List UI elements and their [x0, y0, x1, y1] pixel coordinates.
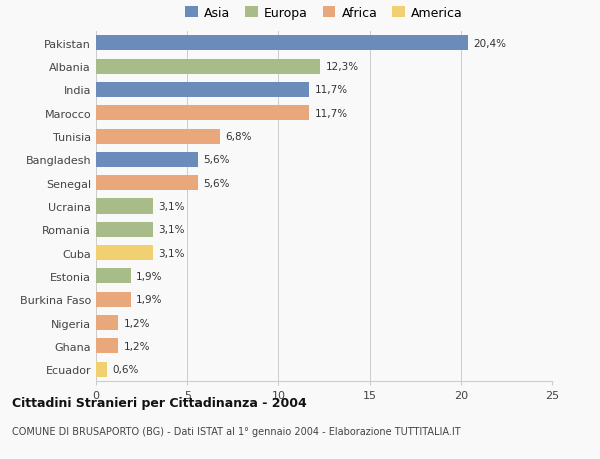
Text: 11,7%: 11,7% [315, 108, 348, 118]
Bar [96, 60, 320, 74]
Bar [96, 246, 152, 261]
Legend: Asia, Europa, Africa, America: Asia, Europa, Africa, America [182, 5, 466, 22]
Text: 11,7%: 11,7% [315, 85, 348, 95]
Bar [96, 199, 152, 214]
Text: 3,1%: 3,1% [158, 248, 185, 258]
Text: COMUNE DI BRUSAPORTO (BG) - Dati ISTAT al 1° gennaio 2004 - Elaborazione TUTTITA: COMUNE DI BRUSAPORTO (BG) - Dati ISTAT a… [12, 426, 461, 436]
Bar [96, 36, 468, 51]
Text: 1,2%: 1,2% [124, 341, 150, 351]
Text: 6,8%: 6,8% [226, 132, 252, 142]
Text: 5,6%: 5,6% [203, 178, 230, 188]
Bar [96, 362, 107, 377]
Text: 12,3%: 12,3% [326, 62, 359, 72]
Text: Cittadini Stranieri per Cittadinanza - 2004: Cittadini Stranieri per Cittadinanza - 2… [12, 396, 307, 409]
Text: 20,4%: 20,4% [473, 39, 506, 49]
Bar [96, 129, 220, 144]
Bar [96, 292, 131, 307]
Bar [96, 176, 198, 191]
Bar [96, 269, 131, 284]
Bar [96, 339, 118, 353]
Bar [96, 106, 310, 121]
Text: 5,6%: 5,6% [203, 155, 230, 165]
Text: 1,9%: 1,9% [136, 295, 163, 305]
Text: 3,1%: 3,1% [158, 225, 185, 235]
Text: 3,1%: 3,1% [158, 202, 185, 212]
Text: 1,9%: 1,9% [136, 271, 163, 281]
Text: 0,6%: 0,6% [112, 364, 139, 375]
Bar [96, 222, 152, 237]
Bar [96, 83, 310, 98]
Text: 1,2%: 1,2% [124, 318, 150, 328]
Bar [96, 315, 118, 330]
Bar [96, 152, 198, 168]
